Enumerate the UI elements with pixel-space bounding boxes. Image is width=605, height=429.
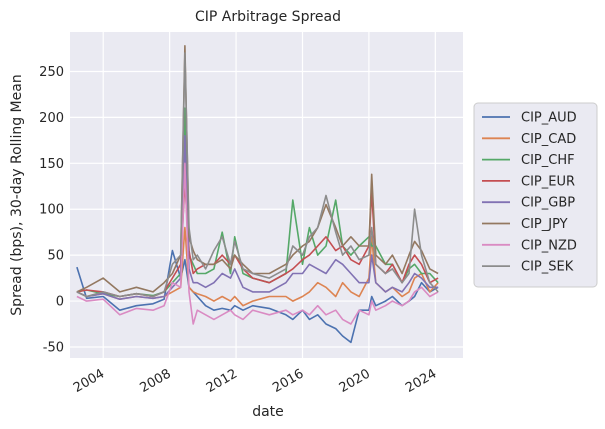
y-tick-label: 250	[39, 65, 64, 80]
y-tick-label: 200	[39, 111, 64, 126]
x-tick-labels: 2004 2008 2012 2016 2020 2024	[71, 366, 439, 396]
series-line-cip-aud	[76, 249, 439, 344]
legend-label: CIP_CHF	[521, 153, 575, 168]
legend-label: CIP_NZD	[521, 238, 577, 253]
chart-title: CIP Arbitrage Spread	[195, 9, 341, 25]
x-tick-label: 2020	[337, 366, 373, 396]
x-tick-label: 2012	[204, 366, 240, 396]
legend-label: CIP_GBP	[521, 196, 575, 211]
x-tick-label: 2008	[137, 366, 173, 396]
legend-label: CIP_EUR	[521, 174, 575, 189]
x-tick-label: 2016	[270, 366, 306, 396]
legend-label: CIP_AUD	[521, 111, 577, 126]
series-line-cip-sek	[76, 52, 439, 298]
y-tick-label: -50	[43, 340, 64, 355]
series-line-cip-jpy	[76, 45, 439, 293]
legend-label: CIP_CAD	[521, 132, 576, 147]
y-tick-label: 0	[56, 295, 64, 310]
legend: CIP_AUD CIP_CAD CIP_CHF CIP_EUR CIP_GBP CIP_J…	[473, 102, 598, 288]
y-tick-labels: -50 0 50 100 150 200 250	[39, 65, 64, 355]
x-tick-label: 2004	[71, 366, 107, 396]
legend-label: CIP_SEK	[521, 260, 574, 275]
y-tick-label: 100	[39, 203, 64, 218]
legend-label: CIP_JPY	[521, 217, 568, 232]
series-lines	[76, 45, 439, 344]
legend-box	[473, 102, 598, 288]
y-tick-label: 50	[47, 249, 64, 264]
grid	[70, 32, 463, 358]
y-axis-label: Spread (bps), 30-day Rolling Mean	[9, 74, 25, 315]
legend-items: CIP_AUD CIP_CAD CIP_CHF CIP_EUR CIP_GBP CIP_J…	[482, 111, 577, 275]
y-tick-label: 150	[39, 157, 64, 172]
x-axis-label: date	[252, 404, 284, 420]
series-line-cip-nzd	[76, 162, 439, 325]
plot-background	[70, 32, 463, 358]
x-tick-label: 2024	[403, 366, 439, 396]
